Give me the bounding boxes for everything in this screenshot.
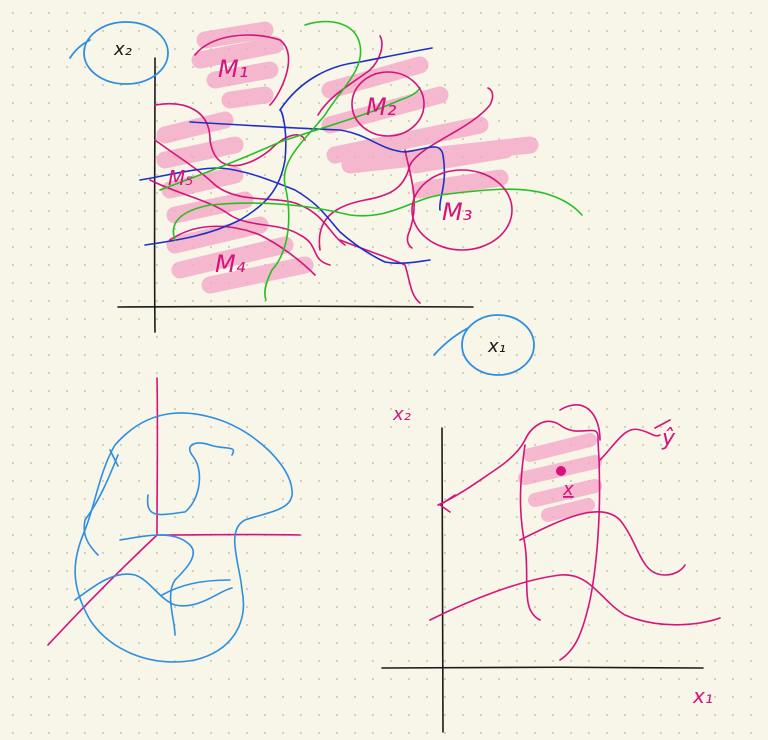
magenta-curves: [149, 34, 494, 304]
3d-axes: [47, 377, 301, 646]
region-label-m4: M₄: [215, 250, 246, 278]
br-pink-highlight: [518, 433, 602, 522]
br-magenta-curves: [429, 404, 721, 661]
3d-blob-curves: [74, 412, 293, 663]
top-sketch: x₂ x₁: [69, 20, 583, 376]
top-x2-label: x₂: [113, 39, 132, 60]
point-x-marker: [556, 466, 566, 476]
top-x1-label: x₁: [487, 336, 506, 357]
br-yhat-label: ŷ: [661, 426, 676, 451]
region-label-m1: M₁: [218, 55, 248, 83]
region-label-m3: M₃: [442, 198, 472, 226]
x2-label-circle: [83, 21, 169, 85]
br-y-axis: [441, 427, 444, 733]
dark-blue-curves: [139, 47, 446, 265]
x1-label-circle-tail: [433, 327, 469, 356]
pink-highlight-strokes: [156, 21, 539, 294]
bottom-right-sketch: x₂ x₁ x ŷ: [381, 404, 721, 733]
green-curves: [159, 20, 583, 301]
region-labels: M₁ M₂ M₃ M₄ M₅: [168, 55, 472, 278]
m2-circle: [351, 71, 425, 137]
region-label-m2: M₂: [366, 93, 397, 121]
m3-circle: [411, 169, 513, 251]
region-label-m5: M₅: [168, 166, 193, 190]
top-x-axis: [117, 305, 474, 308]
bottom-left-3d-sketch: [47, 377, 301, 663]
br-point-label: x: [562, 479, 574, 500]
br-labels: x₂ x₁ x ŷ: [392, 404, 713, 708]
x2-label-circle-tail: [69, 39, 91, 59]
br-x-axis: [381, 666, 704, 669]
br-x2-label: x₂: [392, 404, 411, 425]
br-x1-label: x₁: [692, 684, 713, 708]
x1-label-circle: [461, 314, 535, 376]
